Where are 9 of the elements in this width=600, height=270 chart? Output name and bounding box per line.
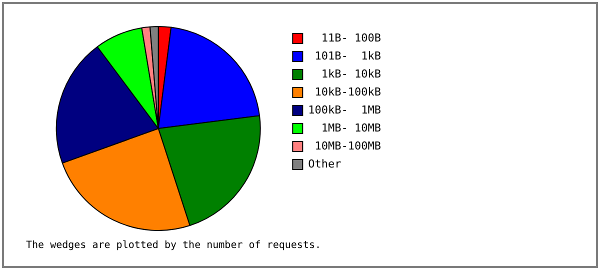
legend-label: 11B- 100B [308,31,382,44]
legend-label: 10kB-100kB [308,85,382,98]
legend-label: Other [308,157,342,170]
legend-label: 101B- 1kB [308,49,382,62]
legend-label: 1MB- 10MB [308,121,382,134]
legend-label: 100kB- 1MB [308,103,382,116]
legend-label: 10MB-100MB [308,139,382,152]
text: The wedges are plotted by the number of requests. [26,240,322,251]
legend-label: 1kB- 10kB [308,67,382,80]
